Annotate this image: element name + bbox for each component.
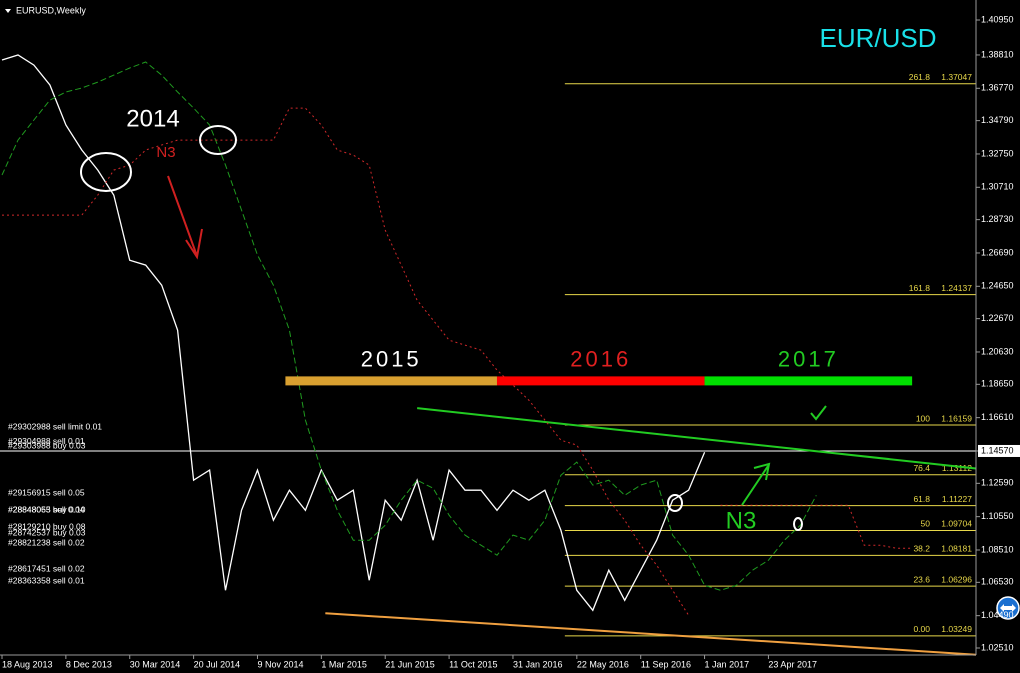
y-tick-label: 1.18650 bbox=[981, 379, 1014, 389]
period-bar bbox=[496, 376, 705, 386]
series-line bbox=[2, 107, 913, 616]
period-bar bbox=[285, 376, 497, 386]
order-label: #28821238 sell 0.02 bbox=[8, 538, 85, 548]
order-label: #28848053 buy 0.10 bbox=[8, 504, 86, 514]
chart-header: EURUSD,Weekly bbox=[16, 5, 86, 15]
menu-triangle[interactable] bbox=[5, 9, 11, 13]
series-line bbox=[1, 54, 706, 612]
check-mark bbox=[810, 405, 827, 421]
y-tick-label: 1.02510 bbox=[981, 642, 1014, 652]
fib-level-label: 38.2 bbox=[913, 544, 930, 554]
order-label: #28129210 buy 0.08 bbox=[8, 521, 86, 531]
period-label: 2015 bbox=[361, 347, 422, 372]
plot-area: 261.8 1.37047 161.8 1.24137 100 1.16159 76.4 1.… bbox=[0, 54, 977, 656]
fib-level-label: 0.00 bbox=[913, 624, 930, 634]
x-tick-label: 30 Mar 2014 bbox=[130, 659, 181, 669]
x-tick-label: 21 Jun 2015 bbox=[385, 659, 435, 669]
series-line bbox=[1, 61, 817, 591]
x-tick-label: 8 Dec 2013 bbox=[66, 659, 112, 669]
current-price-box bbox=[978, 444, 1020, 457]
y-tick-label: 1.08510 bbox=[981, 544, 1014, 554]
fib-price-label: 1.08181 bbox=[941, 544, 972, 554]
x-tick-label: 20 Jul 2014 bbox=[194, 659, 241, 669]
arrow bbox=[741, 462, 771, 506]
y-tick-label: 1.30710 bbox=[981, 182, 1014, 192]
order-label: #28742537 buy 0.03 bbox=[8, 527, 86, 537]
chart-title: EUR/USD bbox=[819, 23, 936, 53]
x-tick-label: 11 Oct 2015 bbox=[449, 659, 497, 669]
order-label: #28848065 sell 0.04 bbox=[8, 504, 85, 514]
x-tick-label: 9 Nov 2014 bbox=[257, 659, 303, 669]
period-label: 2016 bbox=[570, 347, 631, 372]
trend-line bbox=[325, 612, 977, 656]
highlight-circle bbox=[80, 152, 132, 192]
highlight-circle bbox=[667, 494, 683, 512]
fib-level-label: 23.6 bbox=[913, 574, 930, 584]
period-label: 2017 bbox=[778, 347, 839, 372]
highlight-circle bbox=[793, 517, 803, 531]
y-tick-label: 1.32750 bbox=[981, 148, 1014, 158]
fib-price-label: 1.24137 bbox=[941, 283, 972, 293]
highlight-circle bbox=[199, 125, 237, 155]
period-bar bbox=[704, 376, 913, 386]
fib-price-label: 1.03249 bbox=[941, 624, 972, 634]
order-label: #29156915 sell 0.05 bbox=[8, 487, 85, 497]
app-icon-glyph bbox=[1000, 604, 1016, 612]
x-tick-label: 31 Jan 2016 bbox=[513, 659, 563, 669]
annotation: N3 bbox=[726, 507, 757, 534]
x-tick-label: 18 Aug 2013 bbox=[2, 659, 53, 669]
y-tick-label: 1.14570 bbox=[981, 445, 1014, 455]
fib-price-label: 1.09704 bbox=[941, 519, 972, 529]
fib-price-label: 1.13112 bbox=[942, 463, 972, 473]
y-tick-label: 1.20630 bbox=[981, 346, 1014, 356]
x-tick-label: 1 Jan 2017 bbox=[705, 659, 750, 669]
fib-level-label: 50 bbox=[921, 519, 931, 529]
fib-price-label: 1.37047 bbox=[941, 72, 972, 82]
x-tick-label: 23 Apr 2017 bbox=[768, 659, 817, 669]
fib-level-label: 76.4 bbox=[913, 463, 930, 473]
trend-line bbox=[417, 407, 977, 470]
y-tick-label: 1.04490 bbox=[981, 610, 1014, 620]
order-label: #29302988 sell limit 0.01 bbox=[8, 421, 102, 431]
y-tick-label: 1.10550 bbox=[981, 511, 1014, 521]
fib-level-label: 261.8 bbox=[909, 72, 931, 82]
annotation: 2014 bbox=[126, 105, 179, 132]
arrow bbox=[167, 175, 203, 260]
order-label: #29304988 sell 0.01 bbox=[8, 436, 85, 446]
x-tick-label: 1 Mar 2015 bbox=[321, 659, 367, 669]
order-label: #29303988 buy 0.03 bbox=[8, 440, 86, 450]
x-tick-label: 11 Sep 2016 bbox=[641, 659, 691, 669]
y-tick-label: 1.06530 bbox=[981, 577, 1014, 587]
y-tick-label: 1.36770 bbox=[981, 83, 1014, 93]
x-tick-label: 22 May 2016 bbox=[577, 659, 629, 669]
y-tick-label: 1.40950 bbox=[981, 14, 1014, 24]
y-tick-label: 1.12590 bbox=[981, 478, 1014, 488]
fib-price-label: 1.06296 bbox=[941, 574, 972, 584]
y-tick-label: 1.28730 bbox=[981, 214, 1014, 224]
order-label: #28363358 sell 0.01 bbox=[8, 575, 85, 585]
y-tick-label: 1.38810 bbox=[981, 49, 1014, 59]
y-tick-label: 1.26690 bbox=[981, 247, 1014, 257]
fib-price-label: 1.11227 bbox=[942, 494, 972, 504]
fib-price-label: 1.16159 bbox=[941, 413, 972, 423]
fib-level-label: 100 bbox=[916, 413, 930, 423]
y-tick-label: 1.16610 bbox=[981, 412, 1014, 422]
order-label: #28617451 sell 0.02 bbox=[8, 563, 85, 573]
y-tick-label: 1.34790 bbox=[981, 115, 1014, 125]
y-tick-label: 1.22670 bbox=[981, 313, 1014, 323]
fib-level-label: 161.8 bbox=[909, 283, 931, 293]
y-tick-label: 1.24650 bbox=[981, 281, 1014, 291]
annotation: N3 bbox=[156, 144, 175, 161]
fib-level-label: 61.8 bbox=[913, 494, 930, 504]
